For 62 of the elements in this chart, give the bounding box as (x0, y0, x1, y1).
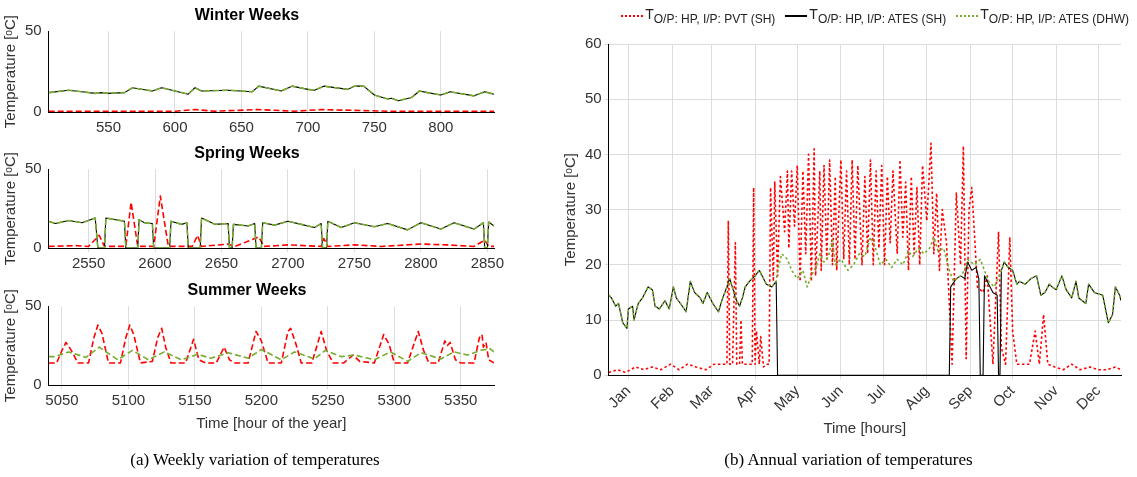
x-tick-label: Jul (862, 381, 889, 408)
x-tick-label: 2700 (271, 254, 305, 272)
y-tick-label: 0 (33, 375, 42, 393)
x-tick-label: Jan (604, 381, 634, 411)
x-tick-label: 750 (361, 118, 387, 136)
x-tick-label: 2550 (71, 254, 106, 272)
x-tick-label: 2600 (138, 254, 172, 272)
x-tick-label: 5300 (377, 391, 411, 409)
x-tick-label: 650 (228, 118, 254, 136)
y-tick-label: 50 (25, 21, 42, 39)
y-tick-label: 0 (33, 102, 42, 120)
chart-title: Summer Weeks (187, 281, 307, 299)
x-tick-label: Dec (1072, 381, 1104, 413)
y-tick-label: 0 (593, 365, 602, 383)
y-tick-label: 20 (585, 254, 602, 272)
x-tick-label: Nov (1030, 381, 1062, 413)
legend-label: T$_{O/P: HP, I/P: ATES (SH)}$ (809, 6, 947, 26)
x-tick-label: Jun (816, 381, 846, 411)
x-tick-label: Mar (686, 381, 717, 412)
y-axis-title: Temperature [ᵒC] (561, 153, 579, 267)
line-series (608, 236, 1121, 330)
x-tick-label: 550 (95, 118, 122, 136)
x-tick-label: 700 (295, 118, 321, 136)
x-tick-label: Apr (731, 381, 761, 411)
x-tick-label: Sep (944, 381, 976, 413)
y-tick-label: 0 (33, 238, 42, 256)
text: (b) Annual variation of temperatures (723, 450, 974, 470)
legend-label: T$_{O/P: HP, I/P: ATES (DHW)}$ (980, 6, 1129, 26)
x-tick-label: 5150 (178, 391, 212, 409)
x-tick-label: 5200 (244, 391, 279, 409)
x-tick-label: 2850 (470, 254, 505, 272)
x-tick-label: Oct (989, 381, 1019, 411)
x-tick-label: May (770, 381, 803, 414)
y-tick-label: 50 (25, 159, 42, 177)
y-axis-title: Temperature [ᵒC] (1, 152, 19, 266)
x-tick-label: 5100 (111, 391, 146, 409)
x-tick-label: 800 (428, 118, 454, 136)
chart-title: Winter Weeks (194, 6, 300, 24)
x-axis-title: Time [hour of the year] (196, 414, 347, 432)
x-tick-label: 2800 (404, 254, 438, 272)
y-tick-label: 10 (585, 310, 602, 328)
x-tick-label: 5350 (444, 391, 478, 409)
x-tick-label: 2650 (204, 254, 239, 272)
x-tick-label: 5050 (45, 391, 79, 409)
x-tick-label: 2750 (337, 254, 372, 272)
text: (a) Weekly variation of temperatures (129, 450, 381, 470)
y-tick-label: 40 (585, 144, 602, 162)
x-tick-label: Feb (646, 381, 678, 412)
y-axis-title: Temperature [ᵒC] (1, 289, 19, 403)
line-series (48, 324, 494, 364)
chart-title: Spring Weeks (194, 144, 300, 162)
x-tick-label: Aug (900, 381, 932, 413)
y-tick-label: 50 (585, 89, 602, 107)
y-tick-label: 30 (585, 199, 602, 217)
legend-label: T$_{O/P: HP, I/P: PVT (SH)}$ (645, 6, 776, 26)
x-tick-label: 5250 (311, 391, 345, 409)
x-tick-label: 600 (162, 118, 188, 136)
y-tick-label: 50 (25, 296, 42, 314)
y-tick-label: 60 (585, 34, 602, 52)
y-axis-title: Temperature [ᵒC] (1, 15, 19, 129)
x-axis-title: Time [hours] (823, 419, 907, 437)
line-series (48, 346, 494, 363)
